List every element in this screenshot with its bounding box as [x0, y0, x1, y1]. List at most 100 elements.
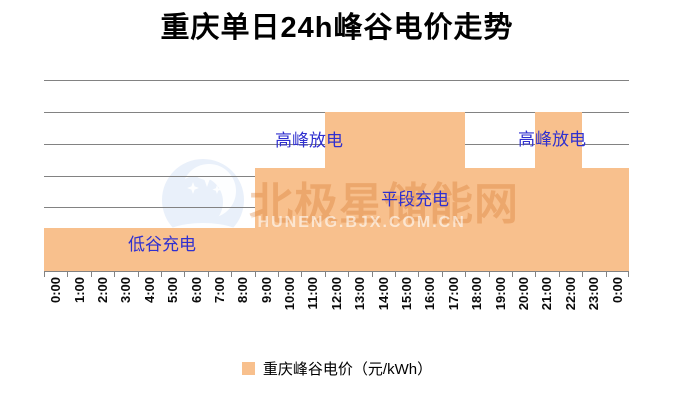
axis-tick [231, 272, 233, 277]
x-axis-label: 6:00 [184, 277, 207, 335]
x-axis-label-text: 1:00 [71, 277, 87, 304]
x-axis-label: 11:00 [301, 277, 324, 335]
x-axis-label-text: 21:00 [539, 277, 555, 311]
x-axis-label-text: 0:00 [609, 277, 625, 304]
axis-tick [90, 272, 92, 277]
axis-tick [348, 272, 350, 277]
bar-20:00 [511, 167, 536, 271]
x-axis-label: 1:00 [67, 277, 90, 335]
bar-16:00 [418, 111, 442, 271]
bar-21:00 [535, 111, 559, 271]
plot-area: 北极星储能网 CHUNENG.BJX.COM.CN 低谷充电 高峰放电 平段充电 高峰… [44, 80, 629, 272]
bar-12:00 [324, 111, 349, 271]
bar-17:00 [441, 111, 466, 271]
bar-2:00 [90, 228, 115, 271]
axis-tick [44, 272, 45, 277]
x-axis-label: 7:00 [208, 277, 231, 335]
axis-tick [582, 272, 584, 277]
x-axis-label: 10:00 [278, 277, 301, 335]
bar-10:00 [277, 167, 302, 271]
x-axis-label-text: 15:00 [399, 277, 415, 311]
axis-tick [605, 272, 607, 277]
x-axis-label: 12:00 [325, 277, 348, 335]
x-axis-label: 23:00 [582, 277, 605, 335]
x-axis-label-text: 4:00 [141, 277, 157, 304]
x-axis-label-text: 8:00 [235, 277, 251, 304]
x-axis-label-text: 13:00 [352, 277, 368, 311]
x-axis-label: 9:00 [255, 277, 278, 335]
bar-5:00 [160, 228, 185, 271]
bar-14:00 [371, 111, 395, 271]
x-axis-label: 13:00 [348, 277, 371, 335]
axis-tick [137, 272, 139, 277]
x-axis-label: 22:00 [559, 277, 582, 335]
axis-tick [418, 272, 420, 277]
x-axis-label-text: 9:00 [258, 277, 274, 304]
axis-tick [67, 272, 69, 277]
x-axis-label: 8:00 [231, 277, 254, 335]
axis-tick [535, 272, 537, 277]
x-axis-label: 19:00 [488, 277, 511, 335]
x-axis-label-text: 10:00 [282, 277, 298, 311]
bar-0:00 [44, 228, 68, 271]
legend-label: 重庆峰谷电价（元/kWh） [262, 361, 433, 378]
x-axis-label-text: 22:00 [562, 277, 578, 311]
x-axis-label: 5:00 [161, 277, 184, 335]
bar-13:00 [348, 111, 372, 271]
axis-tick [512, 272, 513, 277]
x-axis-label-text: 19:00 [492, 277, 508, 311]
x-axis-label-text: 18:00 [469, 277, 485, 311]
axis-tick [324, 272, 326, 277]
x-axis-label-text: 16:00 [422, 277, 438, 311]
x-axis-label-text: 12:00 [328, 277, 344, 311]
x-axis-label: 0:00 [44, 277, 67, 335]
bar-8:00 [231, 228, 255, 271]
chart-title: 重庆单日24h峰谷电价走势 [160, 12, 514, 44]
x-axis-label-text: 23:00 [586, 277, 602, 311]
annotation-label: 高峰放电 [275, 131, 343, 150]
annotation-label: 高峰放电 [518, 130, 586, 149]
x-axis-label-text: 6:00 [188, 277, 204, 304]
x-axis-label: 14:00 [371, 277, 394, 335]
x-axis-label: 3:00 [114, 277, 137, 335]
x-axis-label: 20:00 [512, 277, 535, 335]
gridline [44, 271, 629, 272]
axis-tick [628, 272, 629, 277]
x-axis-label-text: 11:00 [305, 277, 321, 310]
bar-18:00 [465, 167, 489, 271]
bar-6:00 [184, 228, 208, 271]
x-axis-label-text: 14:00 [375, 277, 391, 311]
bar-23:00 [581, 167, 606, 271]
axis-tick [395, 272, 396, 277]
bars [44, 80, 629, 271]
bar-11:00 [301, 167, 325, 271]
axis-tick [558, 272, 560, 277]
axis-tick [184, 272, 186, 277]
bar-9:00 [254, 167, 278, 271]
gridline [44, 80, 629, 81]
bar-15:00 [394, 111, 419, 271]
x-axis-label: 0:00 [605, 277, 628, 335]
bar-0:00 [605, 167, 629, 271]
annotation-label: 平段充电 [381, 190, 449, 209]
legend: 重庆峰谷电价（元/kWh） [0, 358, 674, 379]
x-axis-label-text: 5:00 [165, 277, 181, 304]
bar-3:00 [114, 228, 138, 271]
x-axis-label: 2:00 [91, 277, 114, 335]
bar-7:00 [207, 228, 232, 271]
axis-tick [371, 272, 373, 277]
x-axis-label-text: 3:00 [118, 277, 134, 304]
axis-tick [441, 272, 443, 277]
x-axis-label-text: 17:00 [445, 277, 461, 311]
x-axis-label-text: 7:00 [211, 277, 227, 304]
axis-tick [465, 272, 467, 277]
axis-tick [161, 272, 162, 277]
x-axis-label: 15:00 [395, 277, 418, 335]
x-axis-label: 18:00 [465, 277, 488, 335]
x-axis-labels: 0:00 1:00 2:00 3:00 4:00 5:00 6:00 7:00 8:00 9:00… [44, 277, 629, 335]
x-axis-label-text: 0:00 [48, 277, 64, 304]
x-axis-label-text: 2:00 [94, 277, 110, 304]
axis-tick [301, 272, 303, 277]
legend-swatch-icon [241, 362, 255, 375]
